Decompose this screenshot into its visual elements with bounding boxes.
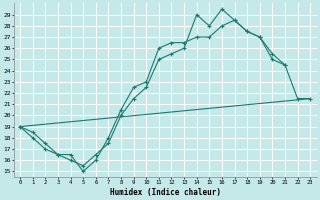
X-axis label: Humidex (Indice chaleur): Humidex (Indice chaleur) [110,188,220,197]
